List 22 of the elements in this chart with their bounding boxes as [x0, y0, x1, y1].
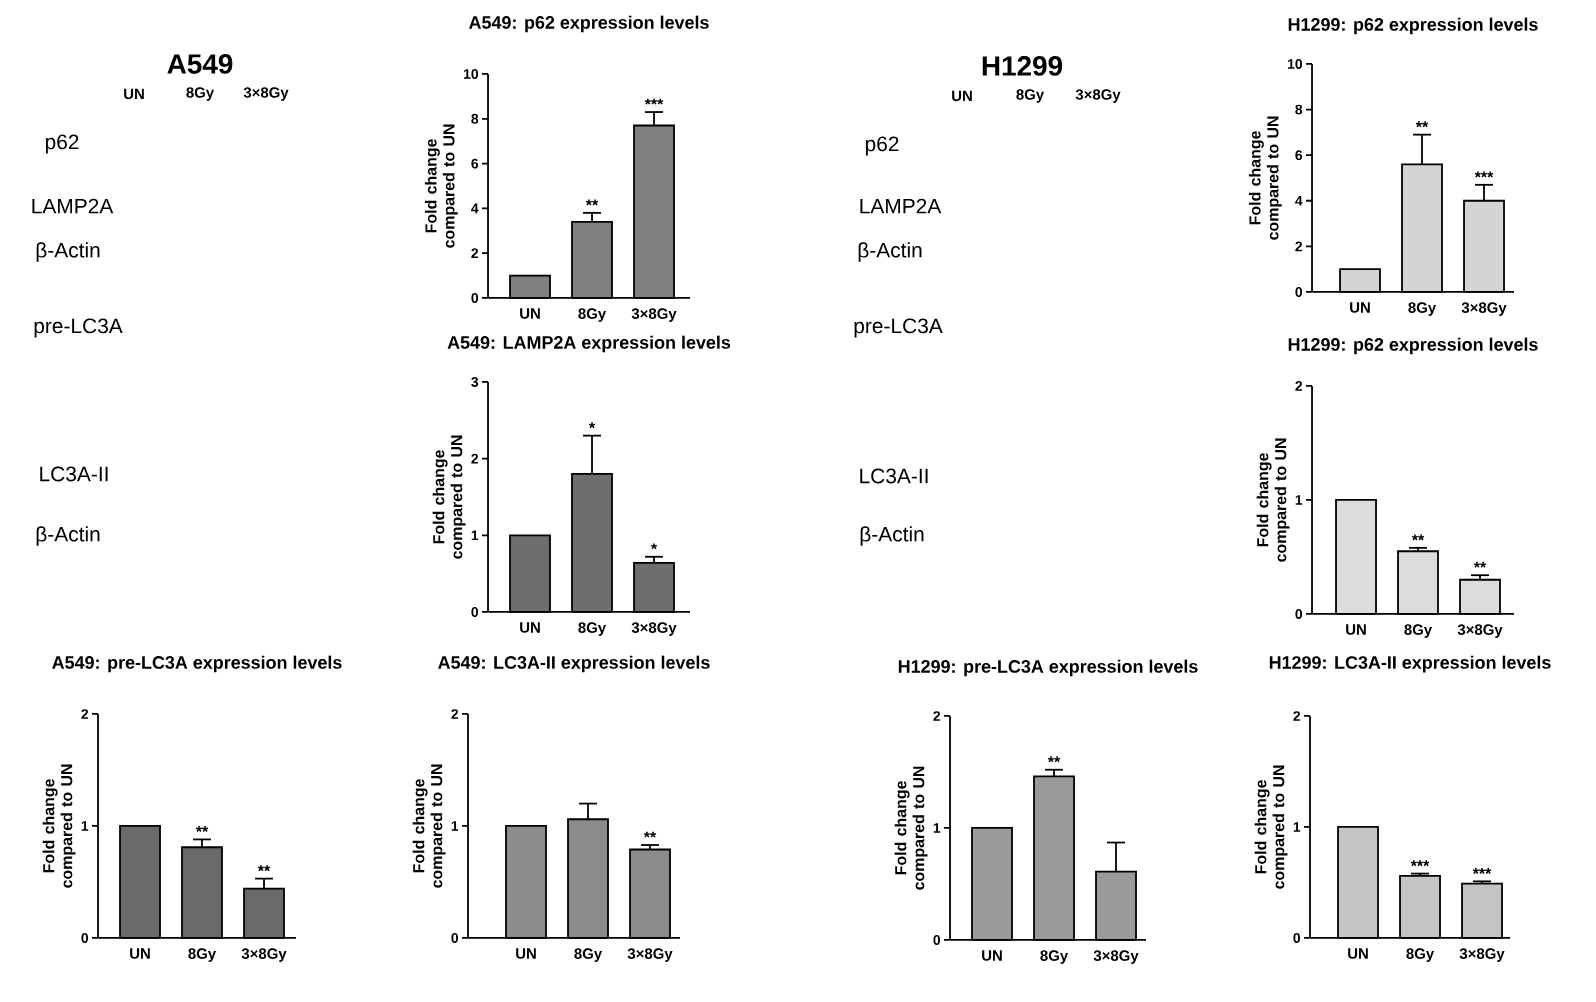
chart-title: H1299: p62 expression levels	[1288, 17, 1538, 35]
text: LC3A-II	[860, 468, 928, 484]
text: β-Actin	[36, 526, 100, 546]
text: pre-LC3A	[854, 318, 943, 338]
text: p62	[45, 134, 79, 154]
text: LAMP2A	[32, 198, 114, 214]
chart-title: A549: LC3A-II expression levels	[438, 655, 710, 673]
text: H1299	[982, 56, 1063, 76]
chart-title: H1299: LC3A-II expression levels	[1269, 655, 1551, 673]
chart-title: H1299: p62 expression levels	[1288, 337, 1538, 355]
text: LAMP2A	[860, 198, 942, 214]
chart-title: H1299: pre-LC3A expression levels	[898, 659, 1198, 677]
chart-title: A549: LAMP2A expression levels	[447, 335, 731, 353]
text: pre-LC3A	[34, 318, 123, 338]
chart-title: A549: p62 expression levels	[469, 15, 709, 33]
text: β-Actin	[36, 242, 100, 262]
text: A549	[167, 54, 233, 74]
text: p62	[865, 136, 899, 156]
text: β-Actin	[860, 526, 924, 546]
text: LC3A-II	[40, 466, 108, 482]
chart-title: A549: pre-LC3A expression levels	[52, 655, 342, 673]
text: β-Actin	[858, 242, 922, 262]
